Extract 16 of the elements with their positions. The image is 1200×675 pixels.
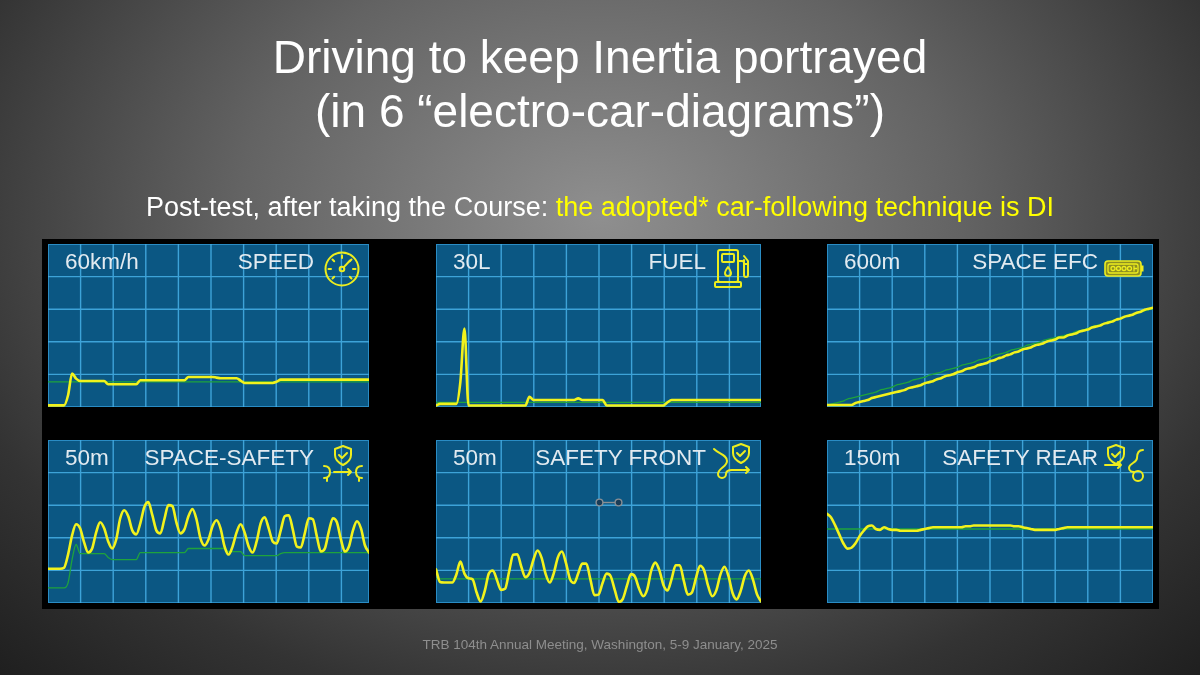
text: 50m [453, 445, 497, 471]
text: 60km/h [65, 249, 139, 275]
chart-title: SPACE-SAFETY [144, 445, 314, 471]
chart-title: SPEED [237, 249, 314, 275]
chart-title: FUEL [648, 249, 706, 275]
chart-title: SPACE EFC [972, 249, 1098, 275]
chart-title: SAFETY FRONT [535, 445, 706, 471]
chart-title: SAFETY REAR [942, 445, 1098, 471]
text: 30L [453, 249, 491, 275]
text: 50m [65, 445, 109, 471]
text: Post-test, after taking the Course: [145, 192, 549, 222]
text: TRB 104th Annual Meeting, Washington, 5-9 January, 2025 [421, 637, 779, 653]
text: Driving to keep Inertia portrayed (in 6 “electro-car-diagrams”) [271, 30, 929, 138]
text: 150m [844, 445, 901, 471]
text: the adopted* car-following technique is DI [555, 192, 1055, 222]
text: 600m [844, 249, 901, 275]
